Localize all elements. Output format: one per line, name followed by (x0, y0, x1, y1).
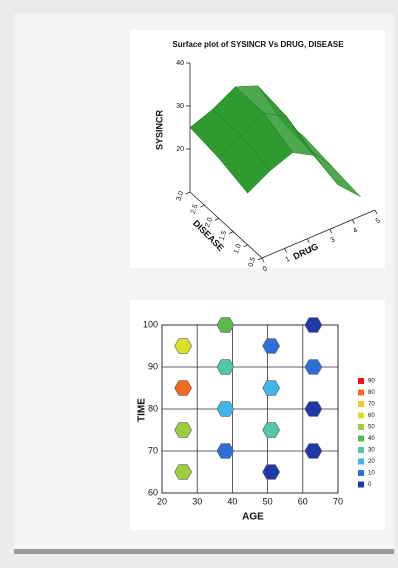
z-tick-label: 30 (176, 103, 184, 110)
tick-mark (329, 229, 333, 234)
z-tick-label: 20 (176, 146, 184, 153)
colorbar-swatch (358, 470, 364, 476)
y-tick-label: 2.5 (190, 203, 200, 215)
x-axis (261, 209, 376, 259)
x-tick-label: 70 (333, 496, 343, 506)
x-tick-label: 4 (352, 227, 359, 235)
x-tick-label: 20 (157, 496, 167, 506)
colorbar-swatch (358, 447, 364, 453)
colorbar-label: 0 (368, 482, 372, 488)
y-tick-label: 3.0 (175, 190, 185, 202)
colorbar-swatch (358, 378, 364, 384)
x-tick-label: 0 (262, 265, 269, 273)
point (216, 359, 235, 375)
y-tick-label: 90 (148, 361, 158, 371)
colorbar-label: 90 (368, 379, 375, 385)
x-tick-label: 5 (375, 217, 382, 225)
y-tick-label: 1.0 (233, 243, 243, 255)
y-tick-label: 100 (143, 319, 158, 329)
surface-patch (309, 149, 361, 197)
point (262, 422, 280, 438)
tick-mark (214, 218, 219, 221)
colorbar-swatch (358, 481, 364, 488)
point (216, 443, 235, 459)
point (216, 401, 235, 417)
point (174, 338, 192, 354)
tick-mark (243, 244, 248, 248)
tick-mark (200, 204, 205, 208)
colorbar-swatch (358, 435, 364, 442)
point (304, 359, 323, 375)
y-axis-label: TIME (137, 398, 148, 422)
colorbar-swatch (358, 424, 364, 430)
point (304, 317, 323, 333)
colorbar-label: 80 (368, 390, 375, 396)
y-tick-label: 2.0 (204, 217, 214, 229)
colorbar-swatch (358, 389, 364, 396)
point (304, 401, 323, 417)
colorbar-label: 60 (368, 413, 375, 419)
x-axis-label: AGE (242, 512, 264, 523)
x-tick-label: 30 (192, 496, 202, 506)
y-tick-label: 80 (148, 403, 158, 413)
colorbar-label: 20 (368, 459, 375, 465)
tick-mark (185, 191, 191, 195)
y-tick-label: 1.5 (219, 230, 229, 242)
z-axis-label: SYSINCR (154, 109, 164, 150)
x-tick-label: 3 (330, 236, 337, 244)
tick-mark (257, 257, 263, 261)
point (262, 464, 280, 480)
point (262, 380, 280, 396)
point (174, 464, 192, 480)
point (304, 443, 323, 459)
point (174, 422, 192, 438)
colorbar-label: 40 (368, 436, 375, 442)
point (216, 317, 235, 333)
point (262, 338, 280, 354)
chart-box (130, 300, 385, 530)
x-tick-label: 50 (263, 496, 273, 506)
panel-shadow (14, 549, 394, 554)
x-tick-label: 1 (284, 256, 291, 264)
z-tick-label: 40 (176, 60, 184, 67)
tick-mark (352, 219, 355, 224)
colorbar-swatch (358, 458, 364, 465)
colorbar-swatch (358, 401, 364, 407)
x-tick-label: 2 (307, 246, 314, 254)
tick-mark (284, 248, 287, 253)
chart-title: Surface plot of SYSINCR Vs DRUG, DISEASE (172, 40, 344, 49)
x-tick-label: 60 (298, 496, 308, 506)
y-tick-label: 70 (148, 445, 158, 455)
colorbar-swatch (358, 412, 364, 419)
x-tick-label: 40 (227, 496, 237, 506)
colorbar-label: 70 (368, 402, 375, 408)
tick-mark (374, 209, 378, 215)
point (174, 380, 192, 396)
tick-mark (306, 238, 310, 243)
tick-mark (229, 231, 234, 234)
tick-mark (261, 257, 265, 263)
y-axis (189, 191, 263, 259)
y-tick-label: 60 (148, 487, 158, 497)
colorbar-label: 50 (368, 425, 375, 431)
y-tick-label: 0.5 (247, 256, 257, 268)
colorbar-label: 30 (368, 448, 375, 454)
colorbar-label: 10 (368, 471, 375, 477)
